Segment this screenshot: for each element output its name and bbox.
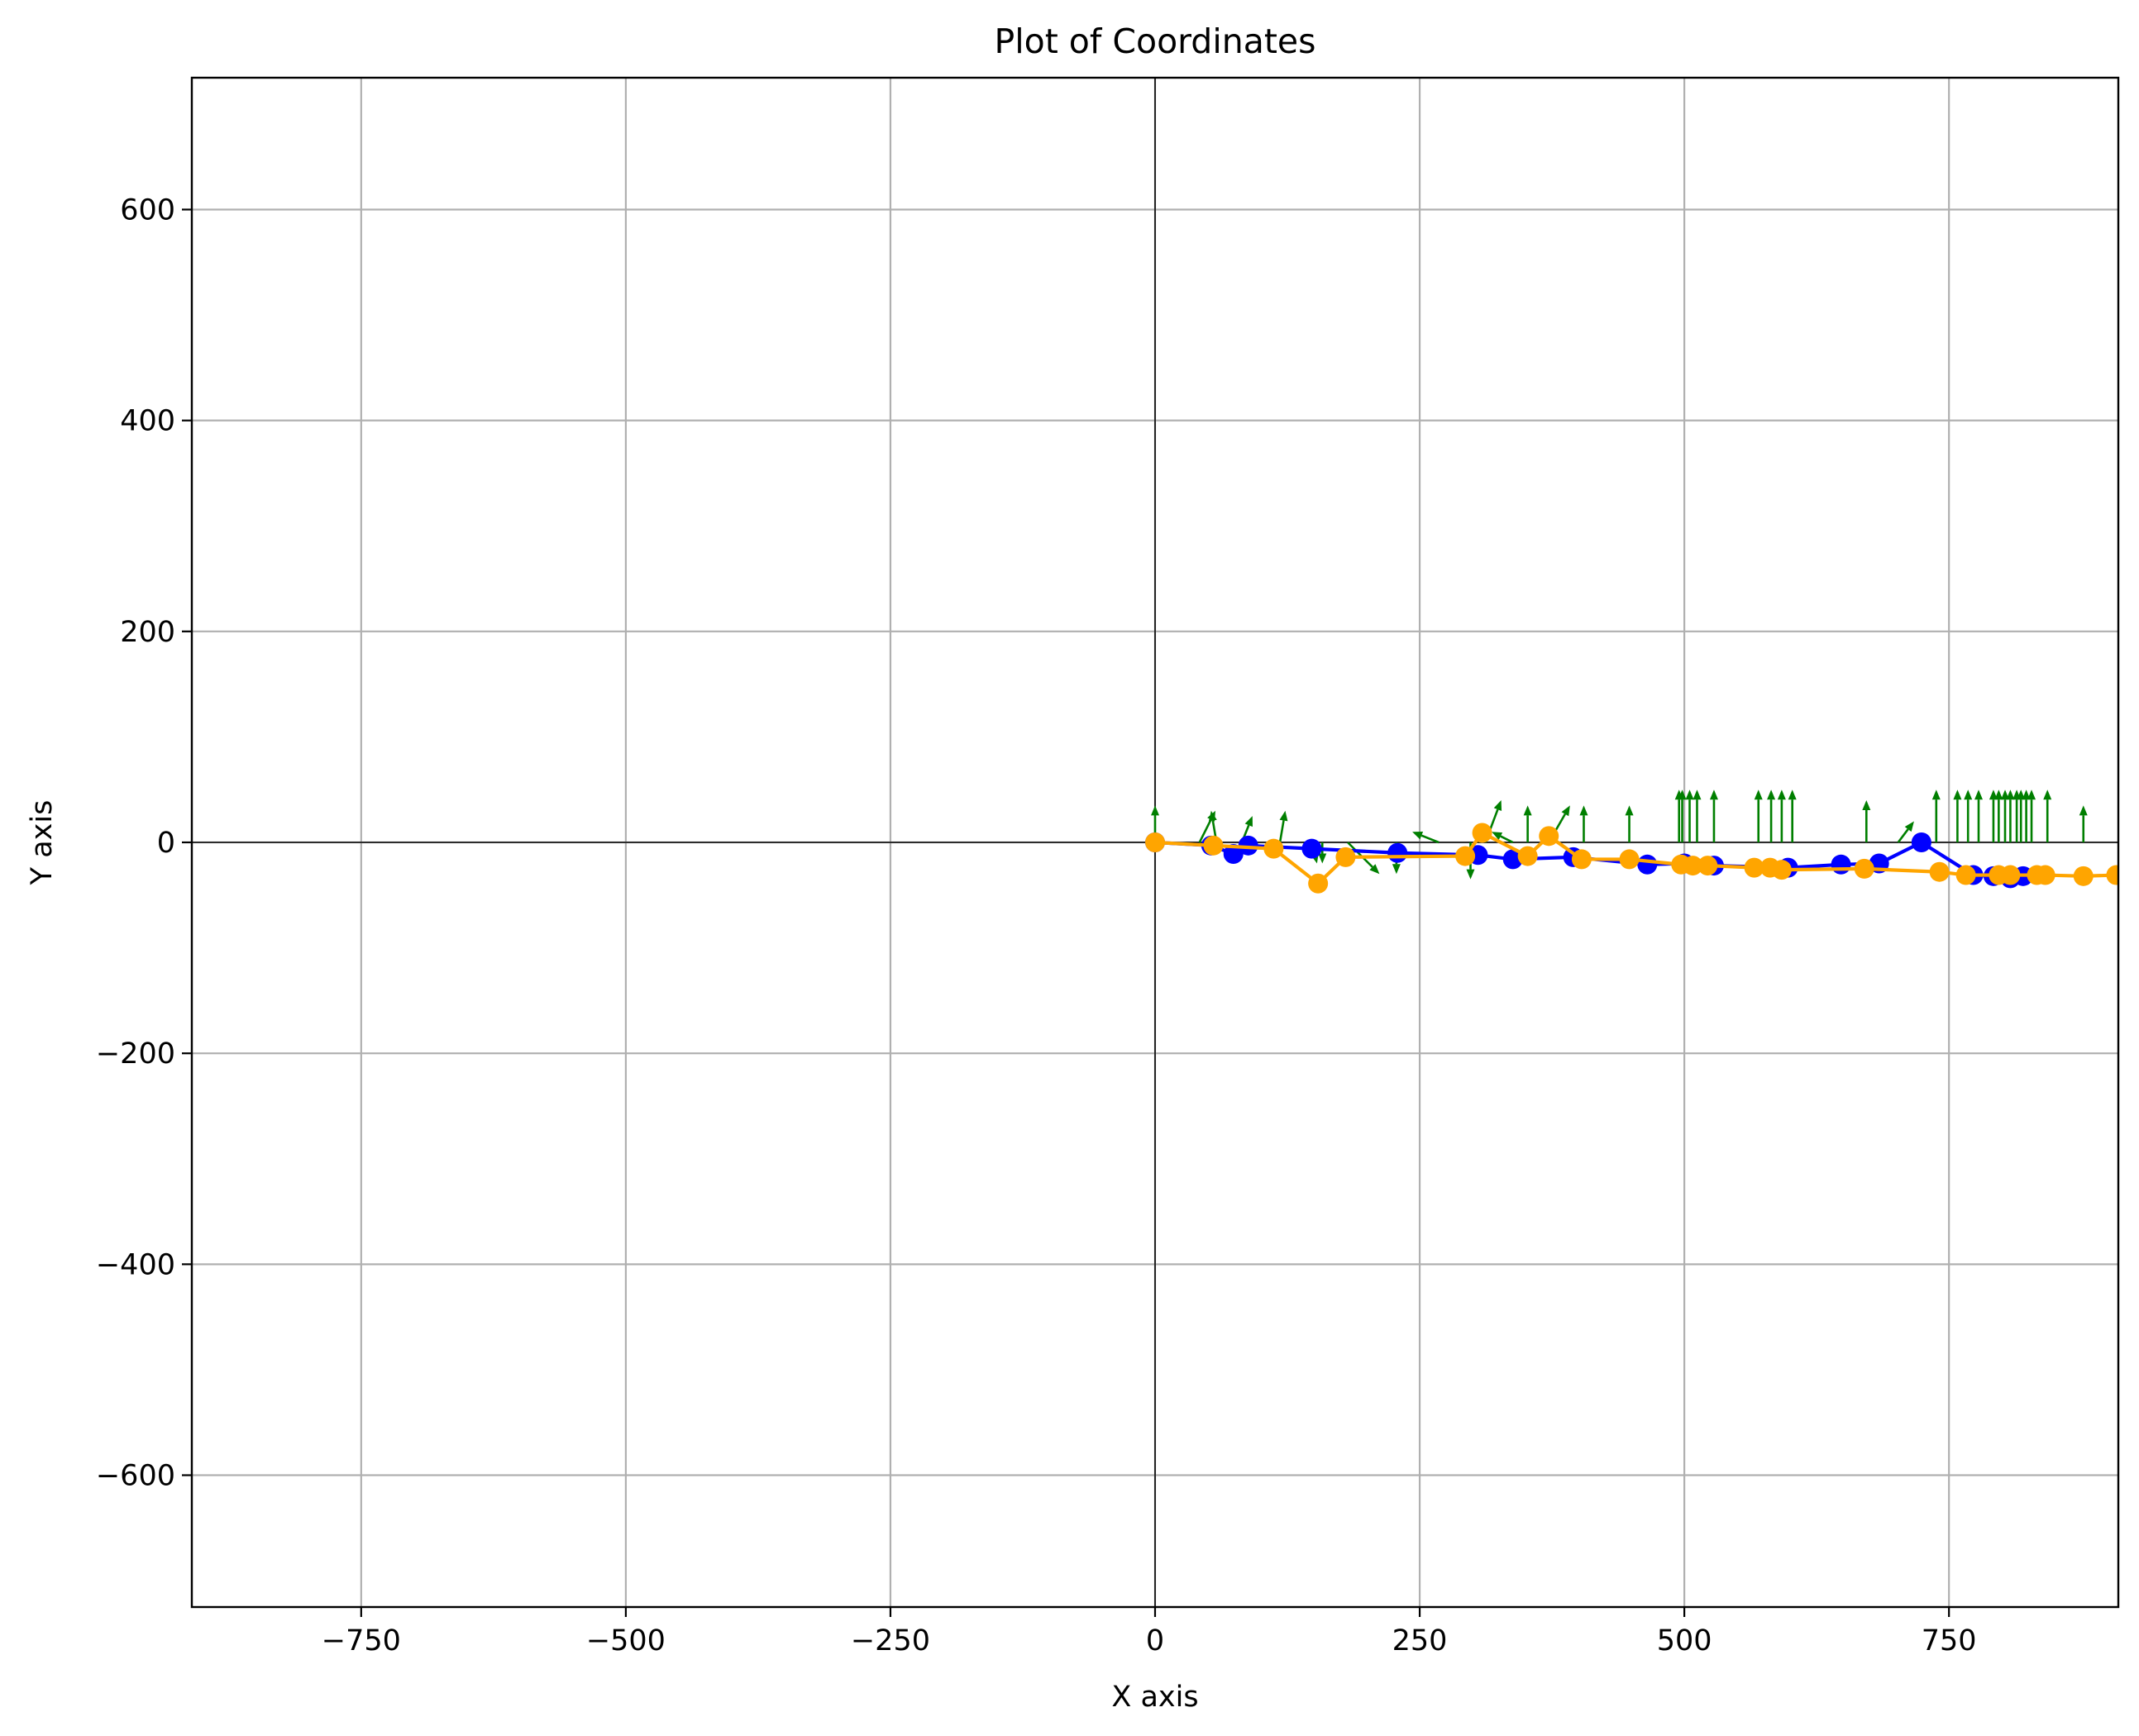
quiver-arrow-head bbox=[1151, 805, 1159, 816]
chart-title: Plot of Coordinates bbox=[995, 21, 1316, 61]
series-1-point bbox=[1387, 842, 1408, 863]
y-tick-label: 400 bbox=[120, 405, 175, 438]
series-2-point bbox=[1929, 861, 1950, 882]
quiver-arrow-head bbox=[1862, 799, 1871, 810]
series-2-point bbox=[1203, 835, 1224, 856]
quiver-arrow-shaft bbox=[1198, 818, 1212, 843]
quiver-arrow-head bbox=[1767, 789, 1776, 800]
series-2-point bbox=[1955, 865, 1976, 885]
quiver-arrow-head bbox=[2079, 805, 2088, 816]
series-2-point bbox=[1744, 857, 1764, 878]
x-ticks: −750 −500 −250 0 250 500 750 bbox=[322, 1607, 1977, 1657]
series-2-point bbox=[2106, 865, 2118, 885]
series-2-point bbox=[1145, 832, 1165, 852]
quiver-arrow-head bbox=[1369, 864, 1380, 875]
quiver-arrow-head bbox=[1693, 789, 1702, 800]
quiver-arrow-head bbox=[2027, 789, 2036, 800]
series-1-point bbox=[1223, 844, 1244, 865]
quiver-arrow-head bbox=[1466, 869, 1475, 880]
series-2-point bbox=[2000, 865, 2021, 885]
y-tick-label: 600 bbox=[120, 193, 175, 227]
quiver-arrow-shaft bbox=[1347, 842, 1373, 868]
x-axis-label: X axis bbox=[1111, 1681, 1198, 1714]
series-2-point bbox=[1263, 838, 1284, 859]
y-axis-label: Y axis bbox=[26, 800, 59, 886]
quiver-arrow-head bbox=[2006, 789, 2015, 800]
quiver-arrows bbox=[1151, 789, 2088, 880]
series-2-point bbox=[1619, 849, 1640, 870]
quiver-arrow-head bbox=[1964, 789, 1973, 800]
quiver-arrow-head bbox=[1561, 805, 1570, 817]
quiver-arrow-head bbox=[1625, 805, 1634, 816]
quiver-arrow-head bbox=[1994, 789, 2003, 800]
series-1-point bbox=[1637, 854, 1658, 875]
quiver-arrow-head bbox=[1523, 805, 1532, 816]
series-2-point bbox=[1455, 846, 1476, 866]
quiver-arrow-head bbox=[1579, 805, 1588, 816]
quiver-arrow-shaft bbox=[1420, 834, 1440, 844]
quiver-arrow-head bbox=[1678, 789, 1687, 800]
x-tick-label: 500 bbox=[1657, 1624, 1712, 1657]
series-1-point bbox=[1831, 854, 1851, 875]
quiver-arrow-head bbox=[1989, 789, 1998, 800]
quiver-arrow-head bbox=[2043, 789, 2052, 800]
y-tick-label: −200 bbox=[96, 1037, 175, 1071]
quiver-arrow-head bbox=[1392, 864, 1401, 875]
y-tick-label: 0 bbox=[157, 827, 175, 860]
quiver-arrow-head bbox=[1279, 810, 1288, 822]
quiver-arrow-head bbox=[1492, 832, 1503, 841]
quiver-arrow-head bbox=[1208, 810, 1217, 822]
series-2-point bbox=[1683, 856, 1703, 876]
quiver-arrow-head bbox=[1493, 799, 1502, 811]
series-2-point bbox=[1335, 847, 1356, 867]
x-tick-label: −750 bbox=[322, 1624, 401, 1657]
quiver-arrow-head bbox=[1777, 789, 1786, 800]
series-1-point bbox=[1502, 849, 1523, 870]
x-tick-label: 0 bbox=[1146, 1624, 1164, 1657]
quiver-arrow-head bbox=[1974, 789, 1984, 800]
series-2-point bbox=[1517, 846, 1538, 866]
x-tick-label: −250 bbox=[851, 1624, 930, 1657]
series-2-point bbox=[1571, 849, 1592, 870]
series-1-point bbox=[1301, 838, 1322, 859]
series-2-point bbox=[1771, 860, 1792, 880]
quiver-arrow-head bbox=[1788, 789, 1797, 800]
series-2-point bbox=[1697, 856, 1718, 876]
series-2-point bbox=[2073, 866, 2094, 886]
quiver-arrow-head bbox=[1709, 789, 1718, 800]
data-series bbox=[1145, 823, 2118, 894]
quiver-arrow-head bbox=[2022, 789, 2031, 800]
y-tick-label: −400 bbox=[96, 1248, 175, 1281]
quiver-arrow-head bbox=[1953, 789, 1962, 800]
series-1-point bbox=[1238, 835, 1258, 856]
x-tick-label: 250 bbox=[1392, 1624, 1448, 1657]
series-2-point bbox=[1472, 823, 1492, 843]
quiver-arrow-head bbox=[1754, 789, 1763, 800]
series-1-point bbox=[1911, 832, 1931, 852]
series-2-point bbox=[1854, 858, 1874, 879]
quiver-arrow-shaft bbox=[1278, 820, 1285, 843]
x-tick-label: −500 bbox=[586, 1624, 666, 1657]
quiver-arrow-shaft bbox=[1500, 835, 1514, 844]
y-tick-label: 200 bbox=[120, 616, 175, 649]
x-tick-label: 750 bbox=[1922, 1624, 1977, 1657]
quiver-arrow-head bbox=[2001, 789, 2010, 800]
series-2-point bbox=[1539, 826, 1559, 847]
series-2-point bbox=[1308, 873, 1329, 894]
y-tick-label: −600 bbox=[96, 1460, 175, 1493]
series-2-point bbox=[2035, 865, 2055, 885]
quiver-arrow-head bbox=[1904, 821, 1914, 832]
y-ticks: −600 −400 −200 0 200 400 600 bbox=[96, 193, 192, 1493]
quiver-arrow-head bbox=[1931, 789, 1941, 800]
quiver-arrow-head bbox=[1318, 853, 1327, 864]
quiver-arrow-head bbox=[1244, 816, 1253, 827]
quiver-arrow-shaft bbox=[1897, 828, 1909, 843]
quiver-arrow-head bbox=[1685, 789, 1694, 800]
quiver-arrow-head bbox=[1412, 832, 1424, 840]
quiver-arrow-head bbox=[2017, 789, 2026, 800]
